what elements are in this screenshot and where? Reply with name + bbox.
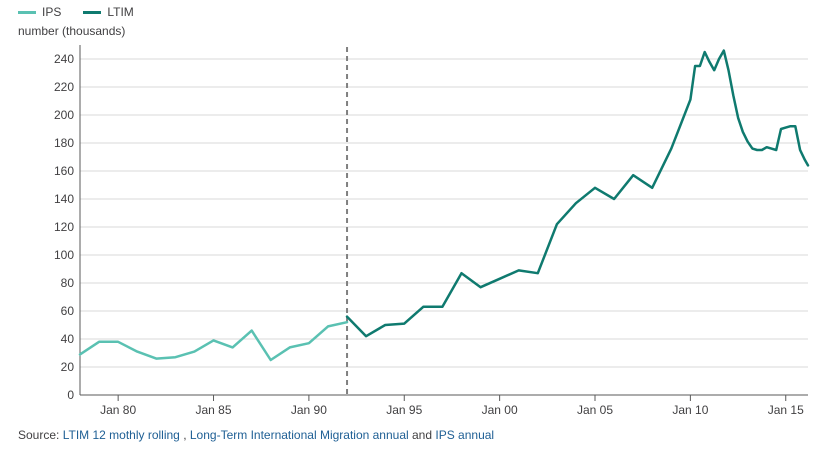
source-link-ips-annual[interactable]: IPS annual <box>435 428 495 442</box>
y-tick-label: 20 <box>61 360 75 374</box>
y-tick-label: 60 <box>61 304 75 318</box>
y-tick-label: 220 <box>54 80 74 94</box>
y-tick-label: 200 <box>54 108 74 122</box>
source-separator-2: and <box>408 428 436 442</box>
source-link-ltim-annual[interactable]: Long-Term International Migration annual <box>189 428 409 442</box>
legend-swatch-ips <box>18 10 36 14</box>
y-tick-label: 0 <box>67 388 74 402</box>
x-tick-label: Jan 15 <box>768 403 804 417</box>
y-axis-title: number (thousands) <box>18 24 126 38</box>
legend: IPS LTIM <box>18 4 156 20</box>
source-note: Source: LTIM 12 mothly rolling , Long-Te… <box>18 428 494 442</box>
x-tick-label: Jan 05 <box>577 403 613 417</box>
x-tick-label: Jan 85 <box>196 403 232 417</box>
x-tick-label: Jan 90 <box>291 403 327 417</box>
legend-item-ips[interactable]: IPS <box>18 5 61 19</box>
y-tick-label: 120 <box>54 220 74 234</box>
y-tick-label: 240 <box>54 52 74 66</box>
x-tick-label: Jan 95 <box>386 403 422 417</box>
source-prefix: Source: <box>18 428 63 442</box>
series-line-ips <box>78 320 349 362</box>
x-tick-label: Jan 80 <box>100 403 136 417</box>
legend-label-ltim: LTIM <box>107 5 134 19</box>
series-line-ltim <box>345 49 810 338</box>
legend-swatch-ltim <box>83 10 102 14</box>
y-tick-label: 160 <box>54 164 74 178</box>
y-tick-label: 40 <box>61 332 75 346</box>
y-tick-label: 100 <box>54 248 74 262</box>
x-tick-label: Jan 10 <box>672 403 708 417</box>
legend-label-ips: IPS <box>42 5 62 19</box>
legend-item-ltim[interactable]: LTIM <box>83 5 134 19</box>
y-tick-label: 180 <box>54 136 74 150</box>
y-tick-label: 140 <box>54 192 74 206</box>
x-tick-label: Jan 00 <box>482 403 518 417</box>
source-separator-1: , <box>179 428 190 442</box>
y-tick-label: 80 <box>61 276 75 290</box>
source-link-ltim-rolling[interactable]: LTIM 12 mothly rolling <box>62 428 180 442</box>
